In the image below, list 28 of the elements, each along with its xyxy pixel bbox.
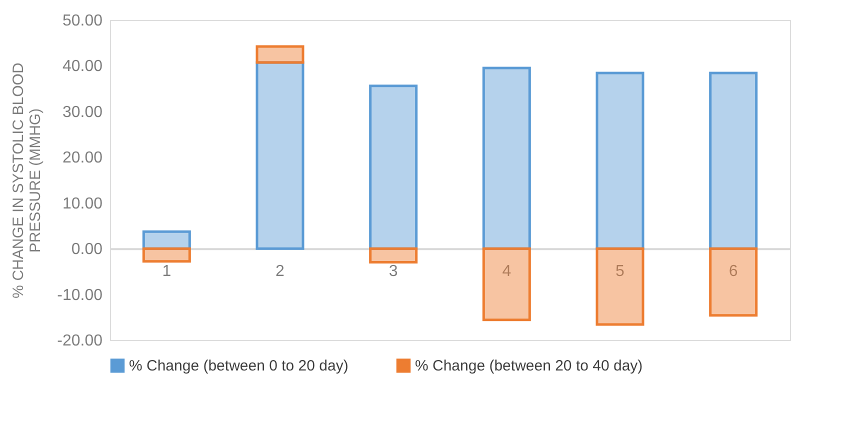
- legend-label: % Change (between 20 to 40 day): [415, 358, 643, 375]
- y-tick-label: 20.00: [62, 150, 103, 167]
- y-axis-title: % CHANGE IN SYSTOLIC BLOOD PRESSURE (MMHG): [10, 62, 44, 298]
- bar: [596, 247, 644, 326]
- y-tick-label: -10.00: [57, 286, 103, 304]
- x-tick-label: 4: [502, 263, 512, 280]
- bar: [482, 66, 531, 250]
- bar: [482, 247, 531, 322]
- bar: [369, 84, 418, 250]
- bar: [256, 61, 304, 250]
- y-tick-label: 30.00: [62, 104, 103, 121]
- y-tick-label: 50.00: [62, 12, 103, 30]
- bar: [256, 45, 304, 64]
- bar: [709, 247, 758, 317]
- bar: [369, 247, 418, 264]
- bar: [142, 247, 191, 263]
- bar: [596, 72, 644, 250]
- x-tick-label: 3: [388, 263, 398, 280]
- bar: [709, 72, 758, 250]
- y-tick-label: 10.00: [62, 195, 103, 212]
- y-tick-label: -20.00: [57, 332, 103, 350]
- x-tick-label: 2: [276, 263, 285, 280]
- y-tick-label: 40.00: [62, 58, 103, 76]
- x-tick-label: 6: [728, 263, 738, 280]
- x-tick-label: 5: [616, 263, 625, 280]
- legend-label: % Change (between 0 to 20 day): [129, 358, 348, 375]
- x-tick-label: 1: [162, 263, 172, 280]
- y-tick-label: 0.00: [71, 241, 103, 258]
